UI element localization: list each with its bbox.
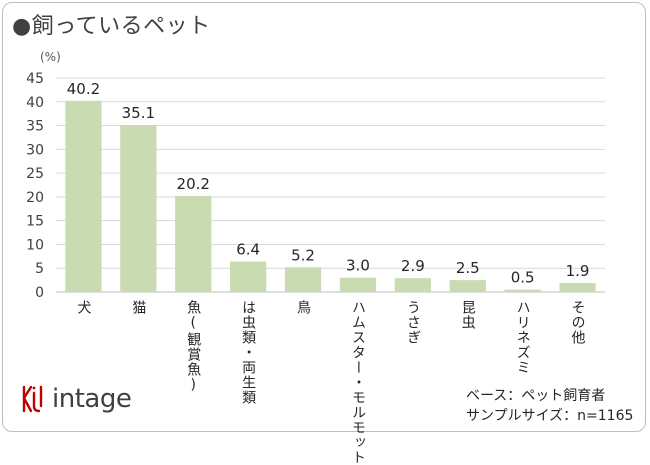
bar xyxy=(120,125,157,292)
bar-value-label: 3.0 xyxy=(346,257,370,275)
x-category-label: 鳥 xyxy=(295,300,312,315)
y-axis-unit-label: (%) xyxy=(40,50,61,64)
y-tick-label: 0 xyxy=(35,285,44,301)
y-tick-label: 40 xyxy=(26,95,44,111)
bar-value-label: 6.4 xyxy=(236,241,260,259)
bar-value-label: 20.2 xyxy=(177,175,210,193)
bar-value-label: 0.5 xyxy=(511,269,535,287)
bar xyxy=(65,100,102,293)
x-category-label: ハリネズミ xyxy=(514,300,531,375)
x-category-label: うさぎ xyxy=(404,300,421,345)
bar-value-label: 2.5 xyxy=(456,259,480,277)
y-tick-label: 5 xyxy=(35,261,44,277)
y-tick-label: 10 xyxy=(26,237,44,253)
chart-frame xyxy=(2,2,646,432)
x-category-label: は虫類・両生類 xyxy=(240,300,257,405)
intage-logo-mark-icon xyxy=(22,385,43,413)
bar xyxy=(394,278,431,292)
bar xyxy=(339,277,377,292)
base-note: ベース：ペット飼育者 xyxy=(466,388,606,404)
bar-value-label: 5.2 xyxy=(291,246,315,264)
sample-size-note: サンプルサイズ：n=1165 xyxy=(466,408,634,424)
y-tick-label: 45 xyxy=(26,71,44,87)
y-tick-label: 20 xyxy=(26,190,44,206)
bar xyxy=(559,282,596,292)
x-category-label: 猫 xyxy=(130,300,147,315)
bar xyxy=(504,289,541,292)
y-tick-label: 15 xyxy=(26,214,44,230)
x-category-label: その他 xyxy=(569,300,586,345)
bar xyxy=(449,280,486,292)
x-category-label: ハムスター・モルモット xyxy=(349,300,366,465)
chart-title: ●飼っているペット xyxy=(12,14,211,39)
bar-value-label: 40.2 xyxy=(67,80,100,98)
bar-chart: 0 5 10 15 20 25 30 35 40 45 40.2 35.1 20.2 6.4 5.2 3.0 2… xyxy=(26,71,605,301)
intage-logo: intage xyxy=(20,384,132,414)
bar xyxy=(284,267,322,292)
bar xyxy=(175,195,212,292)
y-tick-label: 30 xyxy=(26,142,44,158)
sample-info: ベース：ペット飼育者 サンプルサイズ：n=1165 xyxy=(466,386,633,426)
bar-value-label: 1.9 xyxy=(566,262,590,280)
logo-text: intage xyxy=(52,384,132,414)
y-tick-label: 35 xyxy=(26,119,44,135)
bar-value-label: 35.1 xyxy=(122,104,155,122)
bar xyxy=(230,261,267,292)
x-category-label: 犬 xyxy=(75,300,92,315)
x-category-label: 魚(観賞魚) xyxy=(185,300,202,394)
bar-value-label: 2.9 xyxy=(401,257,425,275)
y-tick-label: 25 xyxy=(26,166,44,182)
x-category-label: 昆虫 xyxy=(459,300,476,330)
